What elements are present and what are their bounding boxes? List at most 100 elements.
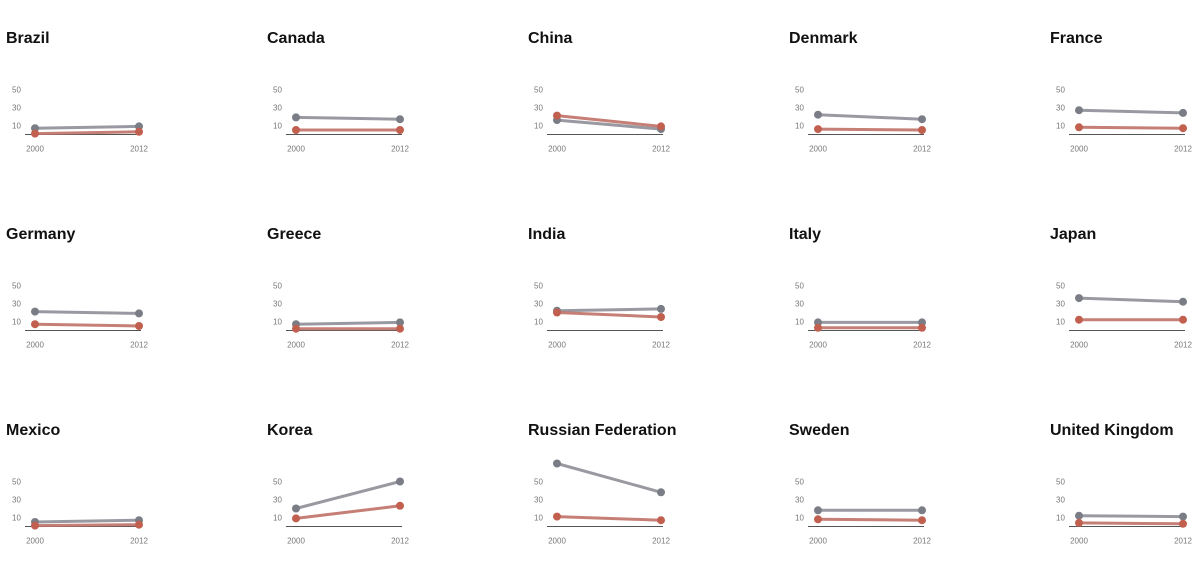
series-b-point-2000 bbox=[814, 125, 822, 134]
series-b-point-2000 bbox=[31, 320, 39, 329]
country-panel: Italy 50 30 10 2000 2012 bbox=[783, 196, 1018, 392]
y-tick-label: 30 bbox=[534, 496, 543, 505]
x-tick-label: 2012 bbox=[130, 145, 148, 154]
x-tick-label: 2012 bbox=[1174, 537, 1192, 546]
y-tick-label: 50 bbox=[795, 478, 804, 487]
series-b-point-2012 bbox=[657, 516, 665, 525]
y-tick-label: 30 bbox=[12, 496, 21, 505]
x-tick-label: 2000 bbox=[1070, 145, 1088, 154]
panel-plot: 50 30 10 2000 2012 bbox=[534, 459, 670, 546]
country-panel: China 50 30 10 2000 2012 bbox=[522, 0, 757, 196]
series-b-point-2000 bbox=[1075, 315, 1083, 324]
country-panel: Greece 50 30 10 2000 2012 bbox=[261, 196, 496, 392]
series-a-point-2012 bbox=[396, 477, 404, 486]
series-a-line bbox=[294, 115, 402, 121]
series-a-point-2012 bbox=[657, 304, 665, 313]
series-a-line bbox=[33, 124, 141, 130]
y-tick-label: 50 bbox=[795, 86, 804, 95]
series-b-line bbox=[33, 130, 141, 136]
panel-title: United Kingdom bbox=[1050, 422, 1174, 439]
y-tick-label: 10 bbox=[534, 514, 543, 523]
x-tick-label: 2000 bbox=[1070, 537, 1088, 546]
series-a-line bbox=[294, 320, 402, 326]
series-a-line bbox=[33, 518, 141, 524]
series-a-point-2012 bbox=[396, 115, 404, 124]
series-a-point-2000 bbox=[814, 506, 822, 515]
x-tick-label: 2000 bbox=[548, 537, 566, 546]
series-b-line bbox=[33, 523, 141, 528]
series-b-point-2012 bbox=[918, 323, 926, 332]
series-b-point-2000 bbox=[553, 308, 561, 317]
series-a-point-2012 bbox=[1179, 297, 1187, 306]
y-tick-label: 10 bbox=[12, 514, 21, 523]
panel-title: Italy bbox=[789, 226, 822, 243]
series-a-line bbox=[294, 480, 402, 510]
panel-title: Canada bbox=[267, 30, 325, 47]
series-b-point-2012 bbox=[396, 324, 404, 333]
x-tick-label: 2000 bbox=[26, 537, 44, 546]
series-b-line bbox=[555, 311, 663, 319]
x-tick-label: 2012 bbox=[913, 537, 931, 546]
panel-plot: 50 30 10 2000 2012 bbox=[273, 86, 409, 154]
series-b-point-2000 bbox=[31, 521, 39, 530]
y-tick-label: 10 bbox=[1056, 514, 1065, 523]
y-tick-label: 10 bbox=[273, 514, 282, 523]
x-tick-label: 2000 bbox=[548, 145, 566, 154]
series-a-line bbox=[1077, 108, 1185, 115]
y-tick-label: 10 bbox=[273, 318, 282, 327]
panel-plot: 50 30 10 2000 2012 bbox=[12, 86, 148, 154]
y-tick-label: 30 bbox=[1056, 496, 1065, 505]
y-tick-label: 50 bbox=[12, 282, 21, 291]
x-tick-label: 2000 bbox=[1070, 341, 1088, 350]
country-panel: Mexico 50 30 10 2000 2012 bbox=[0, 392, 235, 588]
y-tick-label: 50 bbox=[273, 86, 282, 95]
x-tick-label: 2000 bbox=[809, 341, 827, 350]
series-a-point-2012 bbox=[135, 309, 143, 318]
y-tick-label: 10 bbox=[12, 318, 21, 327]
series-b-point-2012 bbox=[1179, 315, 1187, 324]
y-tick-label: 30 bbox=[12, 300, 21, 309]
country-panel: Sweden 50 30 10 2000 2012 bbox=[783, 392, 1018, 588]
country-panel: Germany 50 30 10 2000 2012 bbox=[0, 196, 235, 392]
series-a-point-2012 bbox=[918, 506, 926, 515]
series-b-point-2012 bbox=[396, 126, 404, 134]
panel-title: Russian Federation bbox=[528, 422, 677, 439]
series-b-point-2012 bbox=[657, 313, 665, 321]
series-a-line bbox=[1077, 296, 1185, 304]
country-panel: Denmark 50 30 10 2000 2012 bbox=[783, 0, 1018, 196]
x-tick-label: 2012 bbox=[913, 145, 931, 154]
y-tick-label: 50 bbox=[1056, 478, 1065, 487]
panel-title: Korea bbox=[267, 422, 313, 439]
country-panel: Japan 50 30 10 2000 2012 bbox=[1044, 196, 1200, 392]
y-tick-label: 50 bbox=[534, 86, 543, 95]
series-a-line bbox=[555, 118, 663, 131]
y-tick-label: 50 bbox=[1056, 86, 1065, 95]
series-b-point-2012 bbox=[918, 126, 926, 134]
y-tick-label: 50 bbox=[12, 86, 21, 95]
panel-title: Brazil bbox=[6, 30, 50, 47]
series-b-point-2012 bbox=[1179, 124, 1187, 133]
series-b-point-2000 bbox=[1075, 123, 1083, 132]
series-b-point-2000 bbox=[814, 323, 822, 332]
x-tick-label: 2000 bbox=[287, 145, 305, 154]
panel-plot: 50 30 10 2000 2012 bbox=[795, 282, 931, 350]
panel-title: India bbox=[528, 226, 566, 243]
y-tick-label: 30 bbox=[273, 104, 282, 113]
y-tick-label: 30 bbox=[795, 104, 804, 113]
x-tick-label: 2000 bbox=[287, 537, 305, 546]
panel-plot: 50 30 10 2000 2012 bbox=[1056, 86, 1192, 154]
series-b-point-2000 bbox=[31, 129, 39, 138]
y-tick-label: 30 bbox=[795, 496, 804, 505]
series-b-line bbox=[1077, 125, 1185, 130]
series-b-point-2012 bbox=[135, 322, 143, 330]
series-b-point-2012 bbox=[657, 122, 665, 131]
x-tick-label: 2012 bbox=[130, 537, 148, 546]
panel-plot: 50 30 10 2000 2012 bbox=[534, 282, 670, 350]
series-a-point-2000 bbox=[1075, 294, 1083, 303]
y-tick-label: 10 bbox=[795, 514, 804, 523]
series-a-line bbox=[555, 462, 663, 494]
series-a-line bbox=[816, 113, 924, 121]
series-a-point-2000 bbox=[1075, 106, 1083, 115]
y-tick-label: 10 bbox=[795, 318, 804, 327]
x-tick-label: 2012 bbox=[391, 341, 409, 350]
